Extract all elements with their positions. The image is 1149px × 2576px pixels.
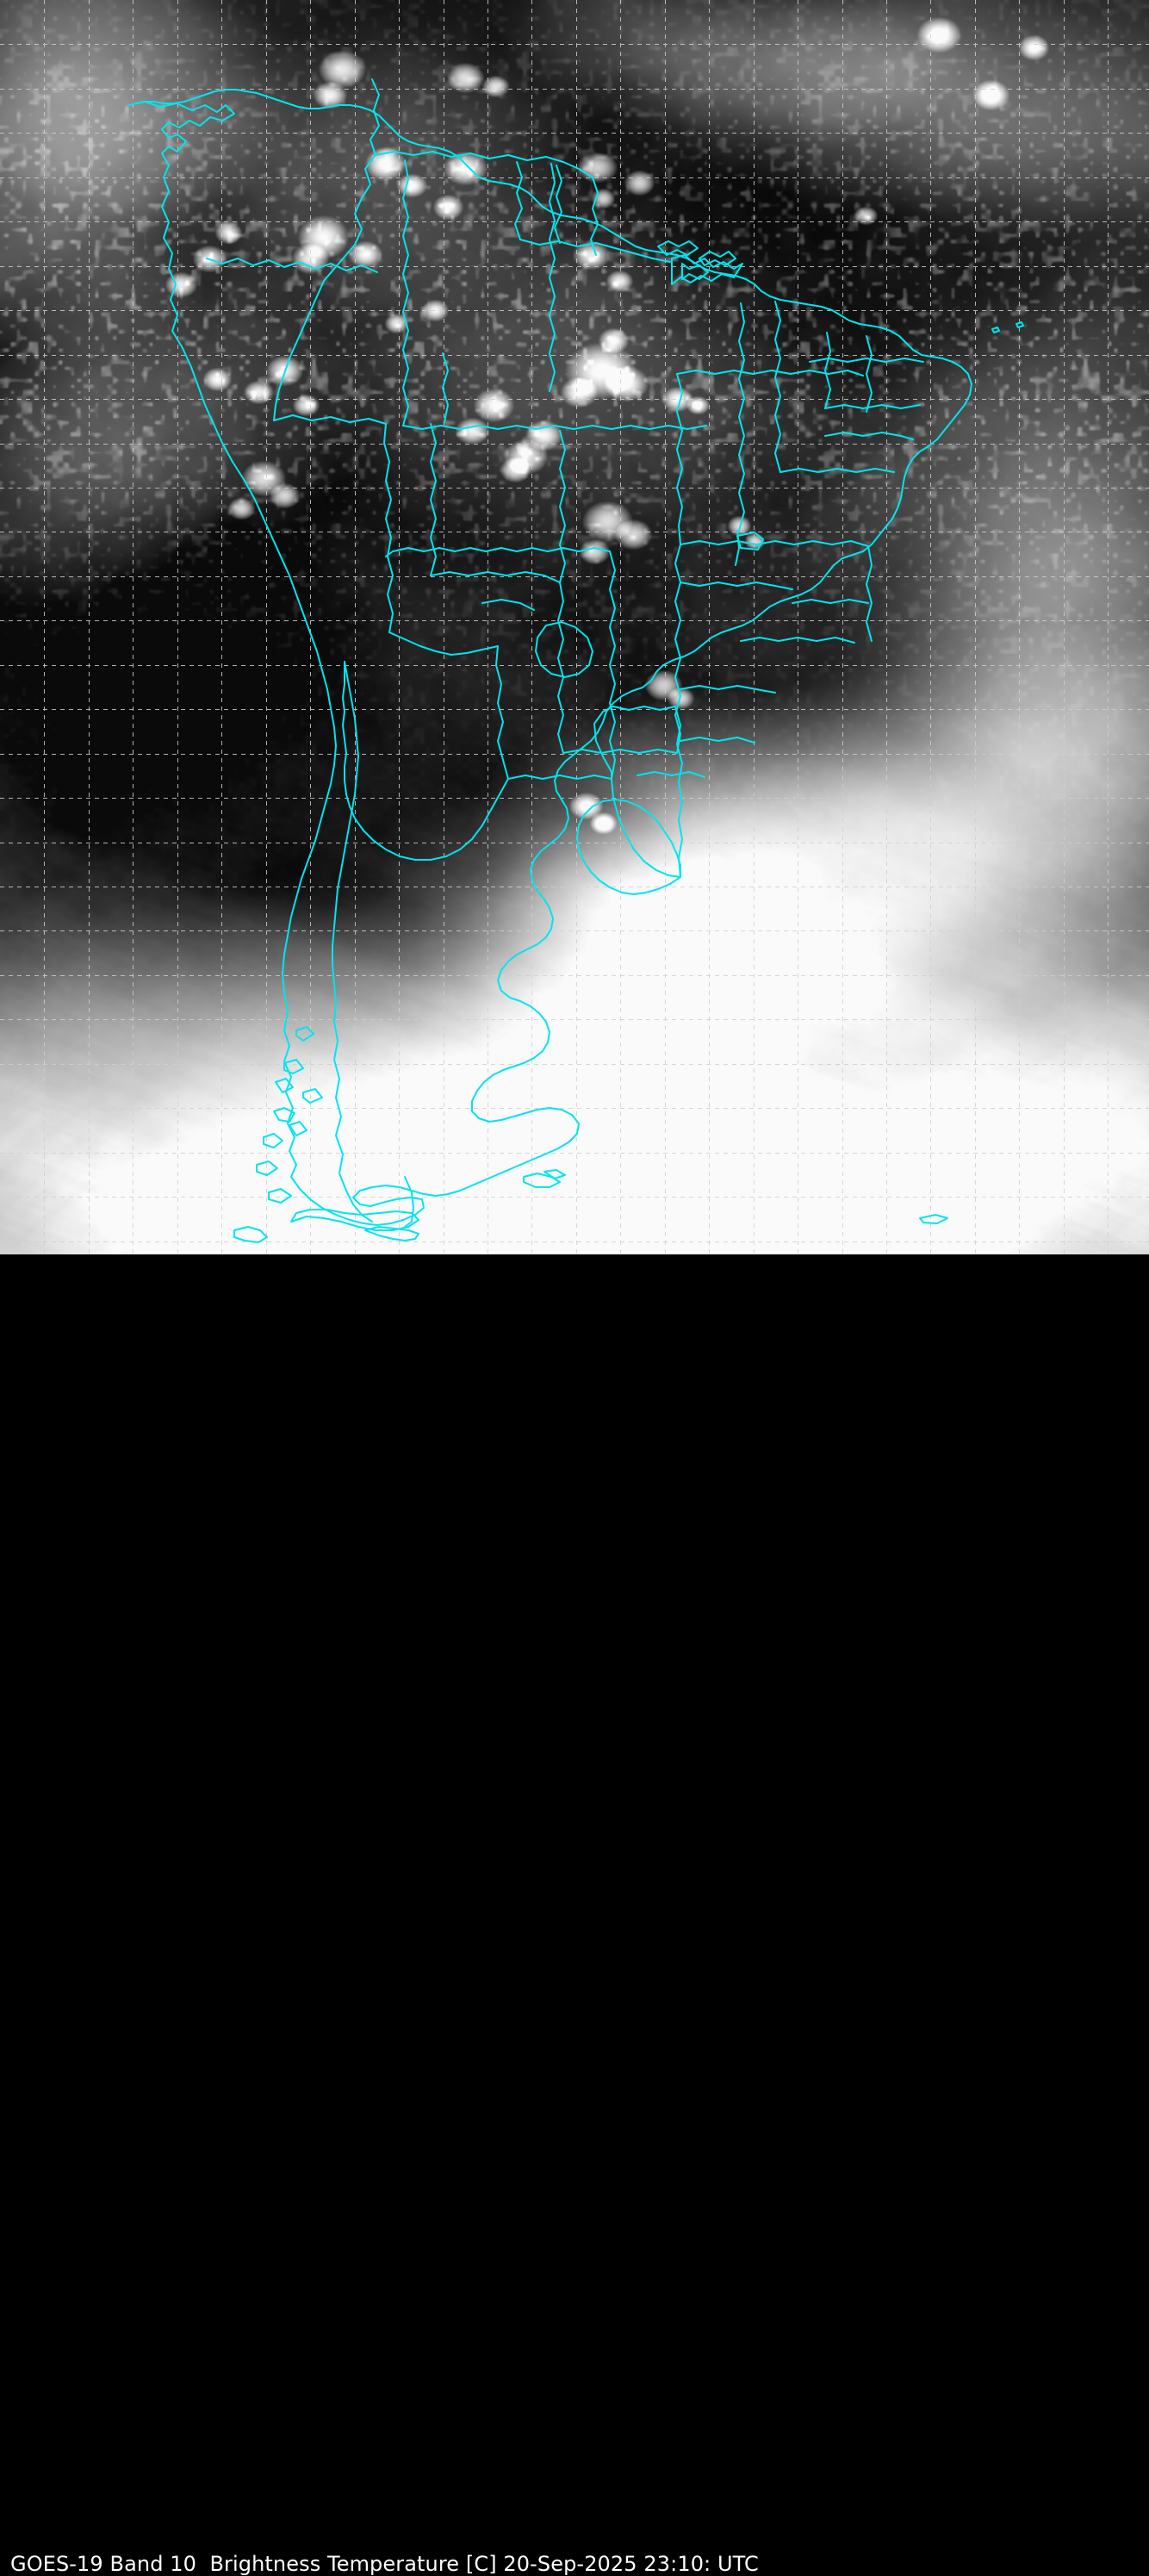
state-border-maranhao-piaui [676,370,864,376]
image-caption: GOES-19 Band 10 Brightness Temperature [… [10,2552,759,2576]
south-america-coastline [128,89,972,1226]
state-border-amazonas-para [549,163,556,392]
chile-island-h [275,1078,294,1093]
chile-argentina-border [332,661,373,1223]
state-border-tocantins-loop [535,621,593,678]
chile-island-i [289,1121,307,1136]
lat-lon-grid [0,0,1149,1254]
amazon-delta-islands [671,254,743,285]
political-boundary-lines [128,78,1024,1243]
ecuador-peru-north [273,414,387,425]
peru-brazil-border [383,423,394,633]
bolivia-north-border [385,547,611,557]
paraguay-east-border [674,706,683,878]
state-border-sao-paulo-west [674,544,681,754]
atlantic-islet-b [1015,321,1024,328]
south-chile-island-a [233,1226,268,1243]
isla-grande-south [364,1226,419,1241]
state-border-bahia-north [779,468,895,473]
uruguay-border [576,799,681,895]
state-border-amazonas-south [402,425,707,430]
state-border-piaui-east [774,301,781,473]
bolivia-east-border [609,551,616,780]
state-border-minas-sao-paulo [680,582,793,590]
bolivia-west-border [495,645,509,780]
guyana-suriname-border [554,165,562,244]
state-border-minas-rio [792,599,869,604]
state-enclave-small [736,532,764,551]
paraguay-north-border [593,706,676,780]
state-border-para-west-link [481,599,535,611]
state-border-ceara-rn [809,358,924,363]
chiloe-island [273,1107,295,1123]
amazon-estuary-island [699,251,736,266]
chile-island-c [256,1160,278,1176]
map-overlay [0,0,1149,1254]
state-border-mato-grosso-west [559,430,566,583]
state-border-mato-grosso-sul-south [562,749,678,754]
peru-bolivia-border [388,632,499,656]
magellan-strait-line [404,1176,414,1228]
state-border-minas-north [680,540,869,547]
state-border-ceara-west [824,332,831,409]
guianas-brazil-border [519,239,671,263]
state-border-piaui-west [738,302,745,532]
amapa-coastal-islands [657,240,699,256]
state-border-rn-paraiba-west [866,335,873,413]
suriname-guyane-border [590,177,599,256]
state-border-parana-north [680,685,776,694]
falkland-east [543,1169,566,1179]
state-border-sao-paulo-rio [740,637,855,644]
marajo-island [681,263,709,280]
bolivia-south-border [507,775,612,780]
chile-island-g [302,1088,323,1104]
state-border-santa-catarina-north [680,737,755,744]
satellite-image-area [0,0,1149,1254]
caption-bar: GOES-19 Band 10 Brightness Temperature [… [0,1254,1149,2576]
atlantic-islet-a [991,327,1000,333]
falkland-islands [523,1173,561,1188]
chile-island-f [295,1026,314,1042]
colombia-venezuela-border [273,78,380,421]
guyana-venezuela-border [514,161,523,240]
state-border-rio-grande-sul-north [637,771,705,778]
state-border-mato-grosso-sul-west [557,582,564,754]
south-georgia [919,1214,948,1224]
state-border-rondonia-west [430,423,437,576]
paraguay-south-border [611,778,681,878]
state-border-acre-east [442,352,449,423]
state-border-pernambuco-north [824,404,921,409]
state-border-amazonas-west [402,159,409,426]
chile-island-d [268,1188,292,1204]
tierra-del-fuego [290,1209,419,1231]
chile-island-b [263,1133,283,1148]
ecuador-colombia-border [206,258,378,273]
state-border-pernambuco-south [824,432,914,440]
chile-island-e [283,1059,304,1074]
argentina-northwest-border [342,661,509,861]
state-border-espirito-santo-west [866,545,873,642]
venezuela-brazil-border [375,151,593,178]
state-border-rondonia-south [430,571,561,583]
state-border-goias-tocantins-west [676,373,683,545]
